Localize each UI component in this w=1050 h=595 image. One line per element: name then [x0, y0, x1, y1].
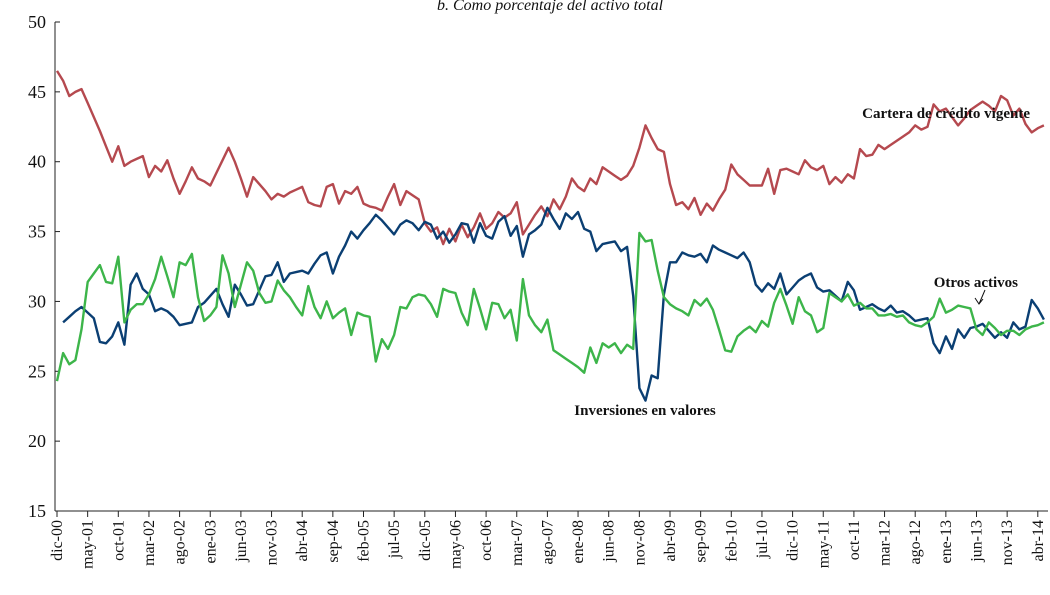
- y-tick-label: 30: [28, 291, 46, 311]
- x-tick-label: dic-00: [49, 520, 66, 561]
- x-tick-label: ago-07: [539, 520, 556, 564]
- x-tick-label: feb-10: [723, 520, 740, 562]
- x-tick-label: may-01: [80, 520, 97, 569]
- x-tick-label: sep-04: [325, 520, 342, 563]
- y-tick-label: 20: [28, 431, 46, 451]
- x-tick-label: ago-12: [907, 520, 924, 564]
- x-tick-label: ene-08: [570, 520, 587, 564]
- chart-title: b. Como porcentaje del activo total: [437, 0, 664, 14]
- y-tick-label: 45: [28, 82, 46, 102]
- series-line: [55, 231, 1045, 382]
- y-tick-label: 40: [28, 152, 46, 172]
- x-tick-label: nov-03: [264, 520, 281, 565]
- x-tick-label: abr-04: [294, 520, 311, 561]
- x-tick-label: may-11: [815, 520, 832, 568]
- x-tick-label: abr-09: [662, 520, 679, 561]
- annotation-arrow: [974, 289, 986, 305]
- series-line: [62, 206, 1045, 402]
- x-tick-label: oct-11: [846, 520, 863, 560]
- x-tick-label: oct-06: [478, 520, 495, 561]
- x-tick-label: dic-05: [417, 520, 434, 561]
- y-tick-label: 15: [28, 501, 46, 521]
- x-tick-label: jul-10: [754, 520, 771, 559]
- x-tick-label: mar-07: [509, 520, 526, 566]
- x-tick-label: ene-13: [938, 520, 955, 564]
- x-tick-label: nov-08: [631, 520, 648, 565]
- x-tick-label: abr-14: [1030, 520, 1047, 561]
- y-tick-label: 25: [28, 361, 46, 381]
- series-line: [55, 70, 1045, 246]
- x-tick-label: nov-13: [999, 520, 1016, 565]
- x-tick-label: jun-03: [233, 520, 250, 563]
- x-tick-label: mar-02: [141, 520, 158, 566]
- x-tick-label: jul-05: [386, 520, 403, 559]
- series-label: Otros activos: [934, 275, 1018, 291]
- x-tick-label: dic-10: [785, 520, 802, 561]
- series-label: Cartera de crédito vigente: [862, 106, 1030, 122]
- x-tick-label: feb-05: [356, 520, 373, 562]
- x-tick-label: jun-13: [969, 520, 986, 563]
- y-tick-label: 35: [28, 222, 46, 242]
- x-tick-label: oct-01: [110, 520, 127, 561]
- x-tick-label: ago-02: [172, 520, 189, 564]
- y-tick-label: 50: [28, 12, 46, 32]
- x-tick-label: sep-09: [693, 520, 710, 563]
- x-tick-label: may-06: [447, 520, 464, 569]
- x-tick-label: jun-08: [601, 520, 618, 563]
- series-label: Inversiones en valores: [574, 403, 716, 419]
- x-tick-label: mar-12: [877, 520, 894, 566]
- x-tick-label: ene-03: [202, 520, 219, 564]
